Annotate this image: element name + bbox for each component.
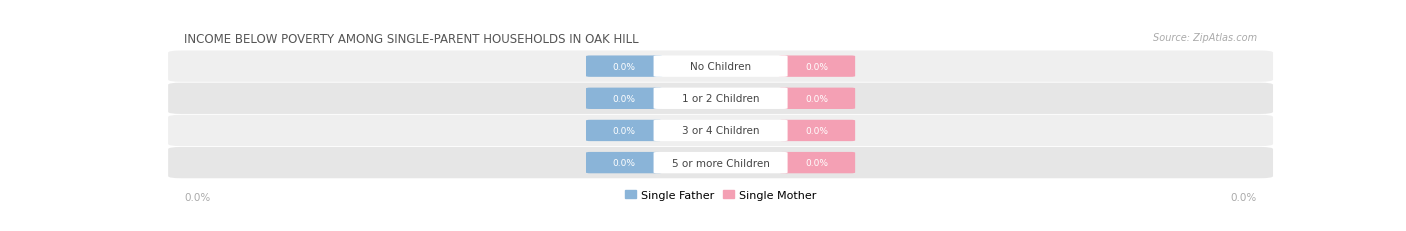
- FancyBboxPatch shape: [779, 120, 855, 142]
- FancyBboxPatch shape: [779, 88, 855, 109]
- Text: 0.0%: 0.0%: [613, 62, 636, 71]
- FancyBboxPatch shape: [586, 56, 662, 77]
- FancyBboxPatch shape: [586, 88, 662, 109]
- Text: 0.0%: 0.0%: [806, 126, 828, 135]
- FancyBboxPatch shape: [586, 152, 662, 173]
- Text: 0.0%: 0.0%: [613, 158, 636, 167]
- FancyBboxPatch shape: [779, 56, 855, 77]
- Text: INCOME BELOW POVERTY AMONG SINGLE-PARENT HOUSEHOLDS IN OAK HILL: INCOME BELOW POVERTY AMONG SINGLE-PARENT…: [184, 33, 640, 46]
- FancyBboxPatch shape: [654, 152, 787, 173]
- Text: 5 or more Children: 5 or more Children: [672, 158, 769, 168]
- Text: No Children: No Children: [690, 62, 751, 72]
- FancyBboxPatch shape: [654, 120, 787, 142]
- FancyBboxPatch shape: [779, 152, 855, 173]
- Text: 0.0%: 0.0%: [806, 94, 828, 103]
- FancyBboxPatch shape: [654, 88, 787, 109]
- FancyBboxPatch shape: [169, 115, 1272, 146]
- FancyBboxPatch shape: [654, 56, 787, 77]
- Text: 1 or 2 Children: 1 or 2 Children: [682, 94, 759, 104]
- Text: 0.0%: 0.0%: [184, 192, 211, 202]
- Legend: Single Father, Single Mother: Single Father, Single Mother: [626, 190, 815, 200]
- FancyBboxPatch shape: [169, 147, 1272, 179]
- Text: 0.0%: 0.0%: [806, 62, 828, 71]
- Text: 0.0%: 0.0%: [1230, 192, 1257, 202]
- FancyBboxPatch shape: [169, 83, 1272, 114]
- FancyBboxPatch shape: [169, 51, 1272, 82]
- Text: 0.0%: 0.0%: [613, 94, 636, 103]
- FancyBboxPatch shape: [586, 120, 662, 142]
- Text: 0.0%: 0.0%: [806, 158, 828, 167]
- Text: Source: ZipAtlas.com: Source: ZipAtlas.com: [1153, 33, 1257, 43]
- Text: 3 or 4 Children: 3 or 4 Children: [682, 126, 759, 136]
- Text: 0.0%: 0.0%: [613, 126, 636, 135]
